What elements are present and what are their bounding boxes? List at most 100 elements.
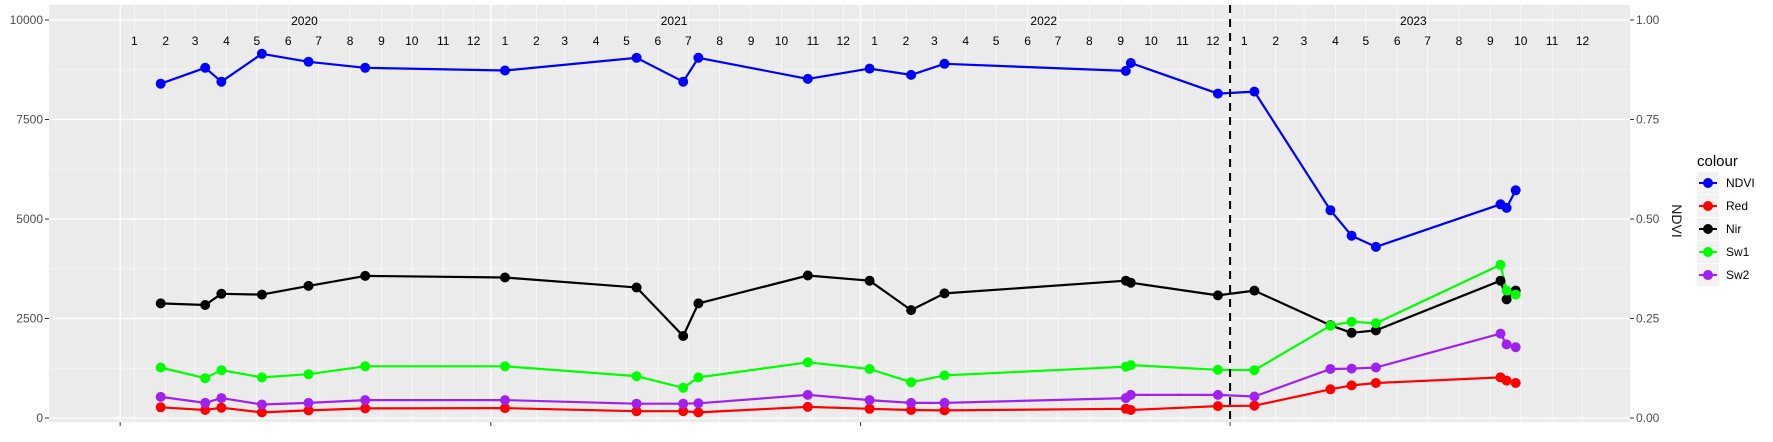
point-sw2 xyxy=(1346,363,1357,374)
month-label: 10 xyxy=(1514,34,1528,48)
point-ndvi xyxy=(1249,86,1260,97)
point-sw2 xyxy=(802,389,813,400)
point-ndvi xyxy=(200,62,211,73)
month-label: 6 xyxy=(1394,34,1401,48)
month-label: 4 xyxy=(223,34,230,48)
point-ndvi xyxy=(1125,58,1136,68)
point-nir xyxy=(1501,294,1512,305)
point-ndvi xyxy=(1346,230,1357,241)
point-nir xyxy=(155,298,166,309)
point-nir xyxy=(200,300,211,310)
point-sw1 xyxy=(631,371,642,382)
point-red xyxy=(693,407,704,418)
point-ndvi xyxy=(155,78,166,89)
point-ndvi xyxy=(693,52,704,63)
point-ndvi xyxy=(303,56,314,67)
point-nir xyxy=(678,331,689,341)
month-label: 7 xyxy=(1055,34,1062,48)
month-label: 2 xyxy=(162,34,169,48)
point-sw1 xyxy=(1346,316,1357,327)
point-nir xyxy=(906,305,917,316)
point-nir xyxy=(1125,277,1136,288)
point-sw2 xyxy=(1212,389,1223,400)
year-label: 2023 xyxy=(1400,14,1427,28)
month-label: 8 xyxy=(1456,34,1463,48)
month-label: 4 xyxy=(593,34,600,48)
point-red xyxy=(216,402,227,413)
point-red xyxy=(500,403,510,414)
point-red xyxy=(678,406,689,417)
month-label: 11 xyxy=(807,34,820,48)
month-label: 3 xyxy=(931,34,938,48)
grid-x xyxy=(119,5,1583,422)
point-sw1 xyxy=(802,357,813,368)
point-nir xyxy=(216,288,227,299)
point-red xyxy=(631,406,642,417)
month-label: 11 xyxy=(437,34,450,48)
legend-key-point xyxy=(1703,224,1713,234)
point-nir xyxy=(360,270,371,281)
point-red xyxy=(303,405,314,416)
month-label: 1 xyxy=(1241,34,1248,48)
plot-panel xyxy=(49,5,1630,422)
point-red xyxy=(802,401,813,412)
month-label: 5 xyxy=(1362,34,1369,48)
point-red xyxy=(906,405,917,415)
point-nir xyxy=(1346,327,1357,338)
point-sw2 xyxy=(906,397,917,408)
legend-label-nir: Nir xyxy=(1726,222,1741,236)
month-label: 9 xyxy=(1487,34,1494,48)
legend-label-red: Red xyxy=(1726,199,1748,213)
month-label: 5 xyxy=(623,34,630,48)
y-tick-label-right: 0.75 xyxy=(1636,113,1660,127)
month-label: 9 xyxy=(1117,34,1124,48)
point-sw1 xyxy=(1212,364,1223,375)
point-sw2 xyxy=(1125,389,1136,400)
point-sw2 xyxy=(939,397,950,408)
point-ndvi xyxy=(500,65,510,76)
point-sw1 xyxy=(303,369,314,380)
month-label: 1 xyxy=(871,34,878,48)
series-points xyxy=(155,48,1521,418)
month-label: 4 xyxy=(1332,34,1339,48)
grid-major-y xyxy=(49,19,1630,419)
month-label: 7 xyxy=(315,34,322,48)
point-nir xyxy=(1495,275,1506,286)
month-label: 12 xyxy=(1206,34,1220,48)
month-label: 3 xyxy=(561,34,568,48)
point-sw1 xyxy=(939,370,950,381)
point-sw1 xyxy=(1125,360,1136,371)
month-label: 11 xyxy=(1546,34,1559,48)
point-sw1 xyxy=(1325,320,1336,331)
point-nir xyxy=(256,289,267,300)
point-red xyxy=(155,402,166,413)
month-label: 6 xyxy=(1024,34,1031,48)
point-red xyxy=(200,405,211,415)
month-label: 2 xyxy=(533,34,540,48)
point-ndvi xyxy=(906,69,917,80)
point-sw1 xyxy=(256,372,267,383)
point-sw1 xyxy=(1249,365,1260,376)
point-ndvi xyxy=(1510,185,1521,196)
point-sw1 xyxy=(500,361,510,372)
point-sw1 xyxy=(693,372,704,383)
y-axis-right-title: NDVI xyxy=(1669,204,1685,237)
month-label: 1 xyxy=(502,34,509,48)
legend-label-sw2: Sw2 xyxy=(1726,268,1750,282)
point-nir xyxy=(1249,285,1260,296)
point-sw2 xyxy=(1501,339,1512,350)
point-sw1 xyxy=(1501,285,1512,296)
month-label: 8 xyxy=(716,34,723,48)
month-label: 3 xyxy=(192,34,199,48)
point-red xyxy=(1370,378,1381,388)
month-label: 1 xyxy=(131,34,138,48)
month-label: 12 xyxy=(467,34,481,48)
point-sw2 xyxy=(360,395,371,406)
legend-label-ndvi: NDVI xyxy=(1726,176,1755,190)
point-nir xyxy=(1212,290,1223,301)
month-label: 3 xyxy=(1301,34,1308,48)
point-sw2 xyxy=(1510,342,1521,353)
point-red xyxy=(1212,401,1223,412)
month-label: 7 xyxy=(685,34,692,48)
y-tick-label-right: 0.25 xyxy=(1636,312,1660,326)
